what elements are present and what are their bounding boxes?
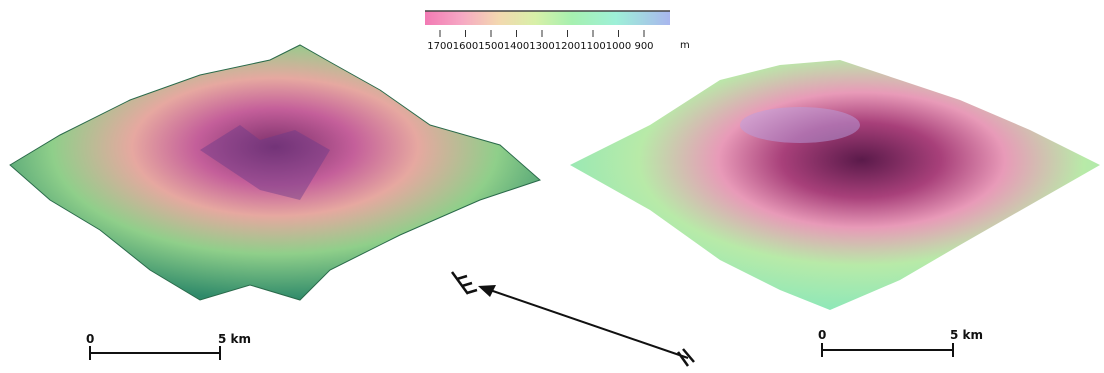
tick-label: 900 <box>634 41 653 52</box>
terrain-smoothed <box>570 60 1100 310</box>
tick-label: 1700 <box>427 41 452 52</box>
tick-label: 1000 <box>606 41 631 52</box>
color-bar <box>425 11 670 25</box>
scale-end: 5 km <box>950 328 983 342</box>
figure: 17001600150014001300120011001000900 m 0 … <box>0 0 1104 369</box>
legend-unit: m <box>680 40 690 51</box>
tick-label: 1100 <box>580 41 605 52</box>
scale-start: 0 <box>86 332 94 346</box>
tick-label: 1300 <box>529 41 554 52</box>
tick-label: 1200 <box>555 41 580 52</box>
terrain-highlight <box>740 107 860 143</box>
tick-label: 1400 <box>504 41 529 52</box>
scale-start: 0 <box>818 328 826 342</box>
scale-end: 5 km <box>218 332 251 346</box>
tick-label: 1600 <box>453 41 478 52</box>
tick-label: 1500 <box>478 41 503 52</box>
direction-arrow <box>490 290 688 358</box>
